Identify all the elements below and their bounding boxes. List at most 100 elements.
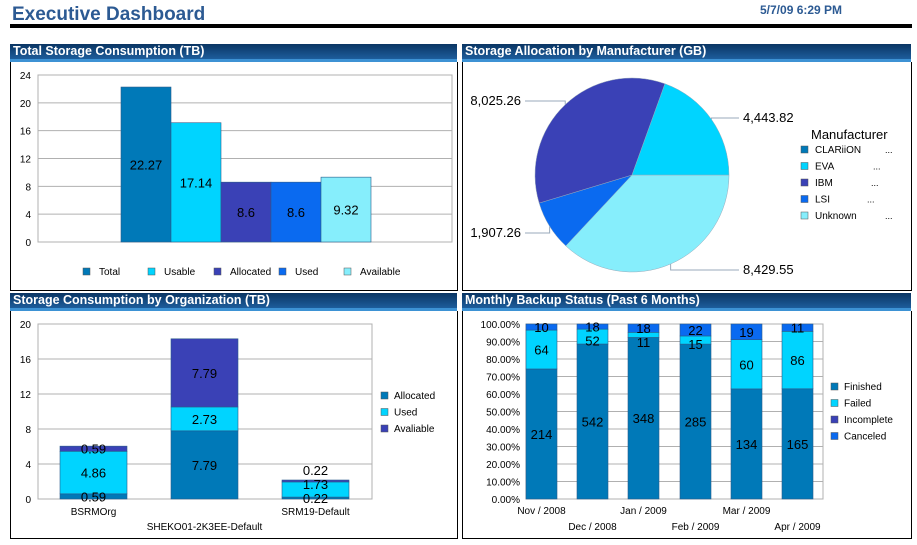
bar-segment-canceled bbox=[781, 323, 814, 332]
timestamp: 5/7/09 6:29 PM bbox=[760, 3, 843, 17]
bar-segment-failed bbox=[730, 339, 763, 390]
total-storage-chart: 0 4 8 12 16 20 24 22.27 17.14 8.6 8.6 9.32 Total Usab… bbox=[20, 71, 453, 278]
y-tick-label: 40.00% bbox=[486, 425, 520, 436]
bar-segment-allocated bbox=[170, 430, 239, 500]
panel-total-storage: 0 4 8 12 16 20 24 22.27 17.14 8.6 8.6 9.32 Total Usab… bbox=[10, 62, 458, 291]
data-label: 8.6 bbox=[237, 205, 255, 220]
y-tick-label: 60.00% bbox=[486, 390, 520, 401]
legend-swatch bbox=[830, 382, 839, 391]
legend-label: Used bbox=[295, 267, 318, 278]
legend-swatch bbox=[380, 391, 389, 400]
bar-segment-canceled bbox=[627, 323, 660, 333]
data-label: 15 bbox=[688, 337, 702, 352]
data-label: 17.14 bbox=[180, 175, 213, 190]
legend-label: Allocated bbox=[230, 267, 271, 278]
x-tick-label: BSRMOrg bbox=[71, 507, 117, 518]
bar-segment-canceled bbox=[679, 323, 712, 337]
bar-segment-canceled bbox=[525, 323, 558, 331]
y-tick-label: 80.00% bbox=[486, 355, 520, 366]
y-tick-label: 4 bbox=[25, 210, 31, 221]
slice-label: 8,025.26 bbox=[470, 93, 521, 108]
data-label: 134 bbox=[736, 437, 758, 452]
manufacturer-pie-chart: 8,429.55 1,907.26 8,025.26 4,443.82 Manufact… bbox=[470, 77, 893, 277]
x-tick-label: Jan / 2009 bbox=[620, 506, 667, 517]
y-tick-label: 8 bbox=[25, 425, 31, 436]
legend-label: Finished bbox=[844, 382, 882, 393]
bar-segment-canceled bbox=[730, 323, 763, 340]
legend-swatch bbox=[82, 267, 91, 276]
bar-segment-avaliable bbox=[59, 445, 128, 452]
legend-swatch bbox=[830, 432, 839, 440]
data-label: 285 bbox=[685, 415, 707, 430]
legend-label: Available bbox=[360, 267, 401, 278]
x-tick-label: Feb / 2009 bbox=[672, 522, 720, 533]
bar-available bbox=[320, 176, 372, 243]
legend-value: ... bbox=[873, 162, 881, 172]
legend-swatch bbox=[800, 195, 809, 203]
panel-consumption-by-org: 0 4 8 12 16 20 0.59 4.86 0.59 BSRMOrg 7.79 2.73 7.79… bbox=[10, 311, 458, 539]
data-label: 10 bbox=[534, 320, 548, 335]
y-tick-label: 8 bbox=[25, 182, 31, 193]
legend-value: ... bbox=[885, 211, 893, 221]
y-tick-label: 0.00% bbox=[492, 495, 520, 506]
data-label: 165 bbox=[787, 437, 809, 452]
legend-label: Canceled bbox=[844, 432, 886, 443]
legend-value: ... bbox=[871, 178, 879, 188]
x-tick-label: Dec / 2008 bbox=[568, 522, 617, 533]
bar-segment-finished bbox=[730, 388, 763, 500]
legend-label: Failed bbox=[844, 399, 871, 410]
legend-label: Used bbox=[394, 408, 417, 419]
legend-label: LSI bbox=[815, 195, 830, 206]
y-tick-label: 100.00% bbox=[481, 320, 521, 331]
slice-label: 8,429.55 bbox=[743, 262, 794, 277]
data-label: 19 bbox=[739, 325, 753, 340]
slice-label: 1,907.26 bbox=[470, 225, 521, 240]
y-tick-label: 0 bbox=[25, 238, 31, 249]
data-label: 86 bbox=[790, 353, 804, 368]
legend-label: Total bbox=[99, 267, 120, 278]
y-tick-label: 16 bbox=[20, 355, 32, 366]
bar-used bbox=[270, 181, 322, 243]
legend-swatch bbox=[147, 267, 156, 276]
page-title: Executive Dashboard bbox=[12, 4, 206, 25]
y-tick-label: 70.00% bbox=[486, 373, 520, 384]
data-label: 214 bbox=[531, 427, 553, 442]
data-label: 8.6 bbox=[287, 205, 305, 220]
data-label: 2.73 bbox=[192, 412, 217, 427]
y-tick-label: 90.00% bbox=[486, 338, 520, 349]
bar-segment-finished bbox=[525, 368, 558, 500]
y-tick-label: 50.00% bbox=[486, 408, 520, 419]
data-label: 0.22 bbox=[303, 491, 328, 506]
legend-label: Avaliable bbox=[394, 424, 435, 435]
data-label: 52 bbox=[585, 334, 599, 349]
data-label: 7.79 bbox=[192, 366, 217, 381]
x-tick-label: SRM19-Default bbox=[281, 507, 350, 518]
y-tick-label: 30.00% bbox=[486, 443, 520, 454]
leader-line bbox=[525, 226, 551, 234]
panel-backup-status: 0.00% 10.00% 20.00% 30.00% 40.00% 50.00% 60.00… bbox=[462, 311, 912, 539]
legend-swatch bbox=[800, 162, 809, 170]
y-tick-label: 24 bbox=[20, 71, 32, 82]
data-label: 11 bbox=[791, 321, 805, 336]
panel-allocation-by-manufacturer: 8,429.55 1,907.26 8,025.26 4,443.82 Manufact… bbox=[462, 62, 912, 291]
legend-label: Allocated bbox=[394, 391, 435, 402]
y-tick-label: 0 bbox=[25, 495, 31, 506]
leader-line bbox=[525, 100, 566, 105]
data-label: 1.73 bbox=[303, 477, 328, 492]
data-label: 0.22 bbox=[303, 463, 328, 478]
pie-slice-ibm bbox=[534, 77, 666, 204]
x-tick-label: SHEKO01-2K3EE-Default bbox=[147, 522, 263, 533]
bar-segment-used bbox=[59, 451, 128, 495]
legend-value: ... bbox=[867, 195, 875, 205]
bar-segment-avaliable bbox=[281, 479, 350, 483]
legend-swatch bbox=[800, 211, 809, 220]
data-label: 0.59 bbox=[81, 442, 106, 457]
org-consumption-chart: 0 4 8 12 16 20 0.59 4.86 0.59 BSRMOrg 7.79 2.73 7.79… bbox=[20, 320, 435, 533]
data-label: 4.86 bbox=[81, 466, 106, 481]
data-label: 18 bbox=[636, 321, 650, 336]
legend-label: Incomplete bbox=[844, 415, 893, 426]
y-tick-label: 4 bbox=[25, 460, 31, 471]
leader-line bbox=[710, 117, 739, 120]
data-label: 9.32 bbox=[333, 203, 358, 218]
